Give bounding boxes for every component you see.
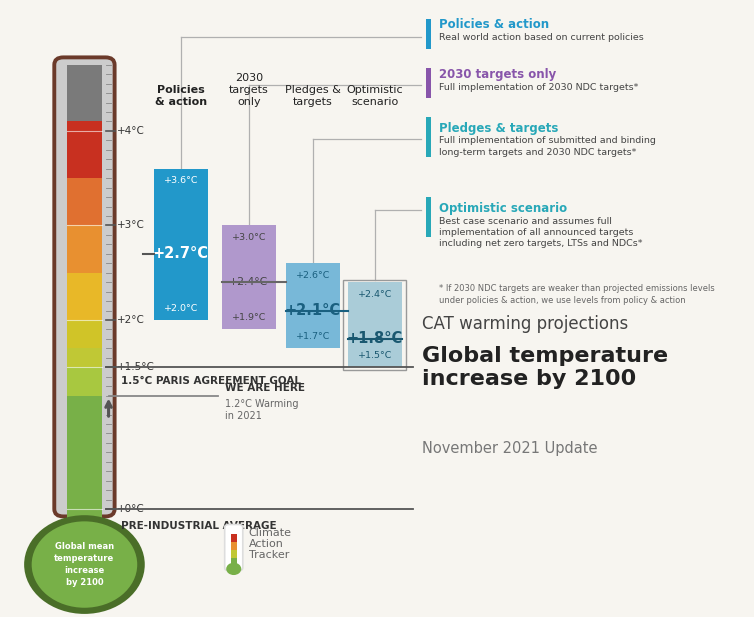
Text: Action: Action xyxy=(249,539,284,549)
Bar xyxy=(231,558,237,566)
Bar xyxy=(426,68,431,98)
Text: +2.0°C: +2.0°C xyxy=(164,304,198,313)
Bar xyxy=(286,263,340,349)
Text: * If 2030 NDC targets are weaker than projected emissions levels
under policies : * If 2030 NDC targets are weaker than pr… xyxy=(439,284,715,305)
Text: PRE-INDUSTRIAL AVERAGE: PRE-INDUSTRIAL AVERAGE xyxy=(121,521,276,531)
FancyBboxPatch shape xyxy=(54,57,115,516)
Text: +2.4°C: +2.4°C xyxy=(357,289,392,299)
Text: Pledges & targets: Pledges & targets xyxy=(439,122,558,135)
Text: +2.6°C: +2.6°C xyxy=(296,271,330,280)
Text: Tracker: Tracker xyxy=(249,550,290,560)
Text: Full implementation of submitted and binding
long-term targets and 2030 NDC targ: Full implementation of submitted and bin… xyxy=(439,136,656,157)
Bar xyxy=(426,19,431,49)
Text: +3.6°C: +3.6°C xyxy=(164,176,198,185)
Bar xyxy=(426,117,431,157)
Text: +1.8°C: +1.8°C xyxy=(347,331,403,346)
Text: Optimistic
scenario: Optimistic scenario xyxy=(346,85,403,107)
Text: +3.0°C: +3.0°C xyxy=(231,233,266,242)
Text: Optimistic scenario: Optimistic scenario xyxy=(439,202,567,215)
Text: +1.9°C: +1.9°C xyxy=(231,313,266,322)
Text: Full implementation of 2030 NDC targets*: Full implementation of 2030 NDC targets* xyxy=(439,83,638,92)
Bar xyxy=(343,280,406,370)
Text: +4°C: +4°C xyxy=(117,126,145,136)
Circle shape xyxy=(32,521,137,608)
Bar xyxy=(426,197,431,237)
Bar xyxy=(67,395,102,509)
Circle shape xyxy=(226,563,241,575)
Text: CAT warming projections: CAT warming projections xyxy=(422,315,629,333)
Text: +2.7°C: +2.7°C xyxy=(153,246,209,262)
Bar xyxy=(67,367,102,395)
Text: +1.7°C: +1.7°C xyxy=(296,332,330,341)
Bar xyxy=(154,169,208,320)
Text: Real world action based on current policies: Real world action based on current polic… xyxy=(439,33,644,43)
FancyBboxPatch shape xyxy=(225,524,243,571)
Text: +1.5°C: +1.5°C xyxy=(117,362,155,372)
Bar xyxy=(67,122,102,178)
Text: 1.2°C Warming
in 2021: 1.2°C Warming in 2021 xyxy=(225,399,299,421)
Text: +2°C: +2°C xyxy=(117,315,145,325)
Bar xyxy=(67,225,102,273)
Text: Best case scenario and assumes full
implementation of all announced targets
incl: Best case scenario and assumes full impl… xyxy=(439,217,642,249)
Text: Policies & action: Policies & action xyxy=(439,19,549,31)
Text: Global temperature
increase by 2100: Global temperature increase by 2100 xyxy=(422,346,668,389)
Text: +3°C: +3°C xyxy=(117,220,145,231)
Bar xyxy=(67,273,102,320)
Circle shape xyxy=(24,515,145,614)
Text: Global mean
temperature
increase
by 2100: Global mean temperature increase by 2100 xyxy=(54,542,115,587)
Text: Pledges &
targets: Pledges & targets xyxy=(285,85,341,107)
Bar xyxy=(67,65,102,122)
Bar xyxy=(67,349,102,367)
Text: Climate: Climate xyxy=(249,528,292,537)
Bar xyxy=(231,542,237,550)
Text: 1.5°C PARIS AGREEMENT GOAL: 1.5°C PARIS AGREEMENT GOAL xyxy=(121,376,301,386)
Bar xyxy=(231,550,237,558)
Bar xyxy=(67,320,102,349)
Text: 2030 targets only: 2030 targets only xyxy=(439,68,556,81)
Text: +0°C: +0°C xyxy=(117,504,145,514)
Text: 2030
targets
only: 2030 targets only xyxy=(229,73,268,107)
Bar xyxy=(67,509,102,565)
Bar xyxy=(348,282,402,367)
Bar xyxy=(231,534,237,542)
Text: November 2021 Update: November 2021 Update xyxy=(422,441,598,456)
Text: Policies
& action: Policies & action xyxy=(155,85,207,107)
Text: +2.4°C: +2.4°C xyxy=(229,277,268,287)
Bar xyxy=(67,178,102,225)
Bar xyxy=(222,225,276,329)
Text: +1.5°C: +1.5°C xyxy=(357,351,392,360)
Text: +2.1°C: +2.1°C xyxy=(285,303,341,318)
Text: WE ARE HERE: WE ARE HERE xyxy=(225,383,305,392)
